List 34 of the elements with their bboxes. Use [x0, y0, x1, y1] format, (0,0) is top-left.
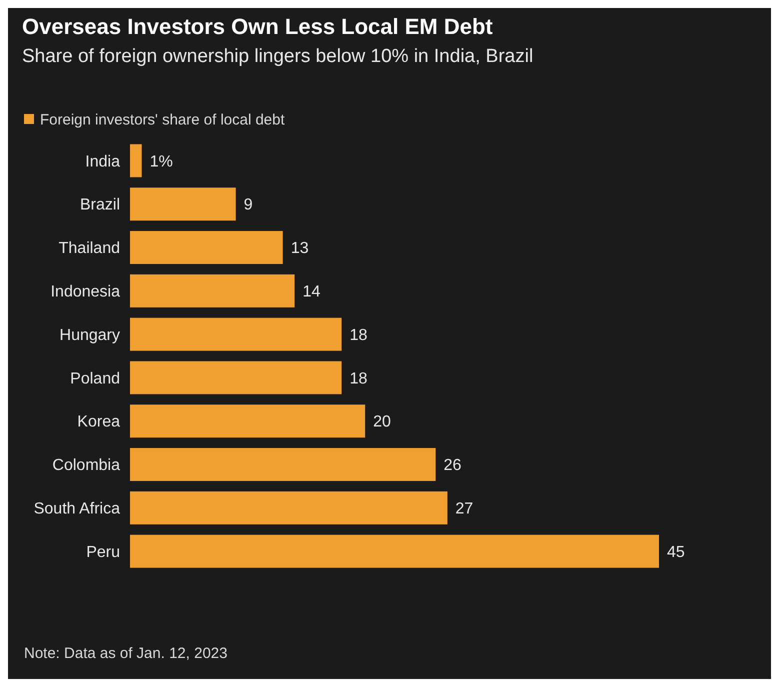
chart-subtitle: Share of foreign ownership lingers below 10% in India, Brazil [22, 46, 534, 67]
y-tick-label: Colombia [52, 457, 120, 474]
data-label: 9 [244, 196, 253, 214]
y-tick-label: Poland [70, 370, 120, 388]
data-label: 27 [455, 500, 474, 518]
data-label: 13 [290, 240, 309, 258]
legend-label: Foreign investors' share of local debt [40, 111, 286, 128]
y-tick-label: Peru [86, 544, 120, 561]
bar [130, 534, 659, 568]
y-tick-label: Indonesia [50, 284, 120, 300]
bar [130, 274, 295, 308]
data-label: 14 [302, 284, 320, 300]
bar [130, 144, 142, 178]
data-label: 18 [350, 370, 368, 388]
data-label: 20 [373, 414, 392, 431]
y-tick-label: India [85, 153, 120, 170]
data-label: 1% [150, 153, 173, 170]
bar [130, 404, 366, 438]
chart-title: Overseas Investors Own Less Local EM Debt [22, 14, 494, 39]
y-tick-label: Hungary [60, 326, 120, 344]
bar [130, 361, 342, 394]
y-tick-label: Korea [77, 414, 120, 431]
y-tick-label: Thailand [58, 240, 120, 258]
bar [130, 188, 236, 221]
bar [130, 318, 342, 351]
data-label: 45 [667, 544, 685, 561]
data-label: 18 [350, 326, 368, 344]
data-label: 26 [444, 457, 462, 474]
bar [130, 448, 436, 481]
bar [130, 491, 448, 524]
y-tick-label: South Africa [34, 500, 120, 518]
y-tick-label: Brazil [80, 196, 120, 214]
text: Note: Data as of Jan. 12, 2023 [24, 645, 228, 662]
bar [130, 231, 283, 264]
